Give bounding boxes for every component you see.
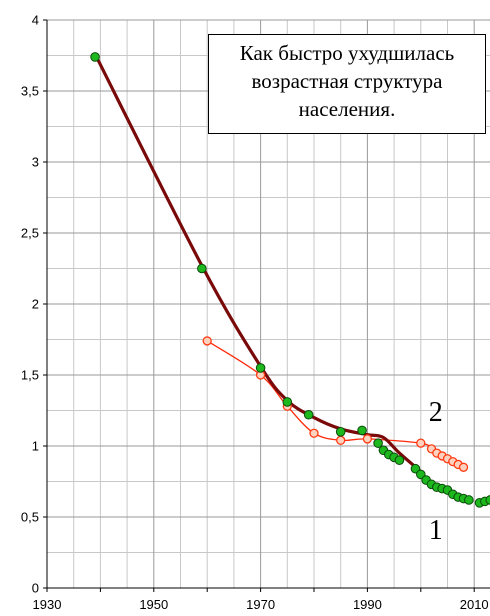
series-1-point	[197, 263, 207, 274]
series-2-line	[206, 340, 464, 468]
axes	[43, 19, 490, 592]
series-1-point	[303, 409, 314, 420]
y-tick-label: 3	[32, 155, 39, 170]
x-tick-label: 2010	[460, 597, 489, 612]
series-1-point	[335, 427, 346, 437]
series-1-point	[90, 52, 100, 62]
series-1-point	[485, 495, 490, 505]
chart-title-line-2: возрастная структура	[251, 69, 443, 93]
series-1-point	[282, 397, 293, 407]
y-tick-label: 4	[32, 13, 39, 28]
series-1-point	[357, 425, 367, 436]
x-tick-label: 1950	[139, 597, 168, 612]
x-tick-label: 1970	[246, 597, 275, 612]
y-tick-label: 0,5	[21, 510, 39, 525]
series-1-point	[373, 438, 383, 448]
tick-labels: 0 0,5 1 1,5 2 2,5 3 3,5 4 1930 1950 1970 1990 2010	[21, 13, 489, 613]
x-tick-label: 1990	[353, 597, 382, 612]
series-1-point	[394, 455, 405, 466]
series-2-point	[362, 434, 373, 444]
x-tick-label: 1930	[33, 597, 62, 612]
series-2-point	[336, 435, 346, 445]
y-tick-label: 2	[32, 297, 39, 312]
trend-line	[93, 53, 422, 473]
y-tick-label: 0	[32, 581, 39, 596]
series-label-1: 1	[428, 515, 443, 547]
y-tick-label: 2,5	[21, 226, 39, 241]
y-tick-label: 3,5	[21, 84, 39, 99]
chart-title-line-1: Как быстро ухудшилась	[239, 41, 455, 65]
y-tick-label: 1	[32, 439, 39, 454]
y-tick-label: 1,5	[21, 368, 39, 383]
series-2-point	[416, 438, 426, 448]
points-layer	[90, 52, 490, 508]
series-1-point	[464, 495, 474, 505]
series-1-point	[255, 363, 266, 373]
series-2-point	[458, 462, 469, 472]
series-2-point	[309, 428, 319, 438]
chart-title: Как быстро ухудшилась возрастная структу…	[208, 34, 486, 134]
chart-title-line-3: населения.	[298, 97, 396, 121]
series-2-point	[202, 336, 212, 346]
series-label-2: 2	[428, 397, 443, 429]
